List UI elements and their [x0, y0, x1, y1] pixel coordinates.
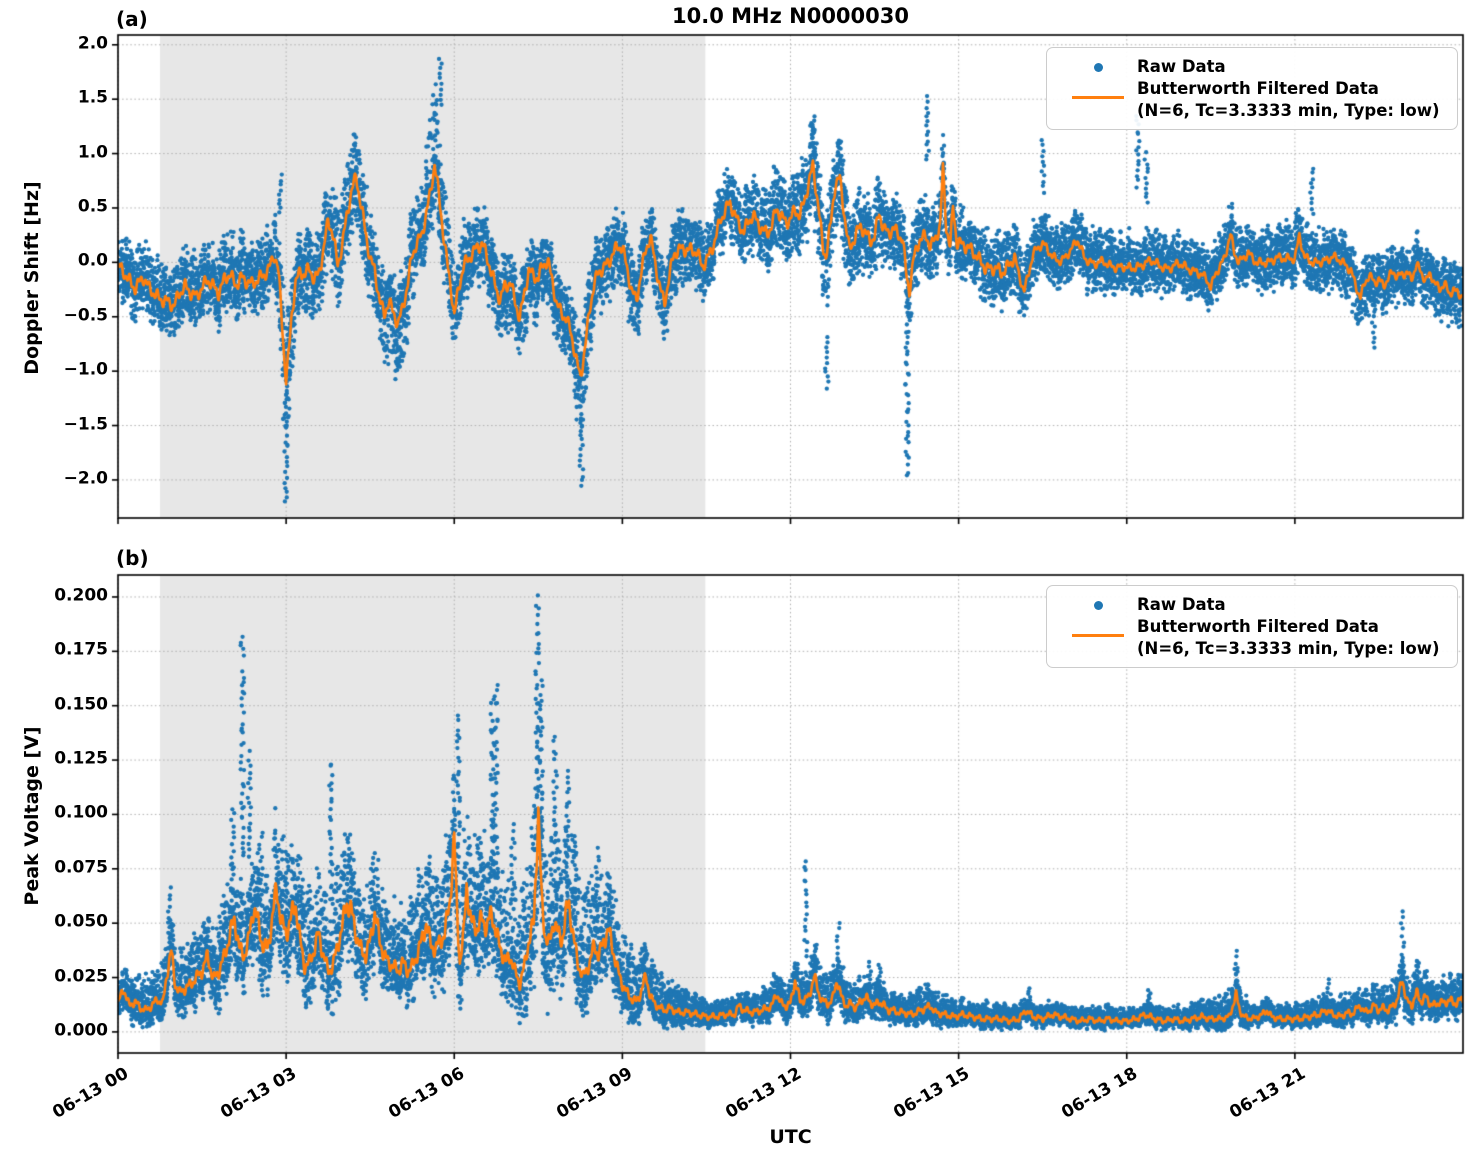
y-tick-label: 0.050: [54, 911, 108, 932]
y-tick-label: 0.0: [77, 250, 108, 271]
raw-data-dot-marker: [1093, 601, 1103, 610]
y-tick-label: 0.125: [54, 748, 108, 769]
legend-entry-raw-data: Raw Data: [1059, 594, 1447, 616]
y-tick-label: 0.075: [54, 857, 108, 878]
legend-filtered-label-line1: Butterworth Filtered Data: [1137, 78, 1379, 98]
y-tick-label: 0.200: [54, 585, 108, 606]
legend-panel-a: Raw Data Butterworth Filtered Data (N=6,…: [1046, 47, 1458, 131]
y-tick-label: −2.0: [63, 468, 108, 489]
legend-filtered-label-line2: (N=6, Tc=3.3333 min, Type: low): [1137, 638, 1440, 658]
y-tick-label: 0.025: [54, 965, 108, 986]
filtered-line-marker: [1072, 95, 1124, 99]
legend-filtered-label-line2: (N=6, Tc=3.3333 min, Type: low): [1137, 100, 1440, 120]
y-tick-label: 0.000: [54, 1020, 108, 1041]
y-tick-label: 0.175: [54, 639, 108, 660]
legend-entry-raw-data: Raw Data: [1059, 56, 1447, 78]
y-tick-label: 1.0: [77, 141, 108, 162]
filtered-line-marker: [1072, 633, 1124, 637]
legend-raw-label: Raw Data: [1137, 595, 1226, 614]
y-tick-label: 0.150: [54, 694, 108, 715]
y-tick-label: 2.0: [77, 33, 108, 54]
y-tick-label: 0.5: [77, 196, 108, 217]
y-tick-label: 1.5: [77, 87, 108, 108]
y-tick-label: −0.5: [63, 305, 108, 326]
figure-title: 10.0 MHz N0000030: [672, 4, 909, 28]
x-axis-label: UTC: [769, 1126, 812, 1148]
legend-filtered-label-line1: Butterworth Filtered Data: [1137, 616, 1379, 636]
y-tick-label: −1.0: [63, 359, 108, 380]
legend-raw-label: Raw Data: [1137, 57, 1226, 76]
legend-entry-filtered-data: Butterworth Filtered Data (N=6, Tc=3.333…: [1059, 616, 1447, 660]
y-tick-label: 0.100: [54, 802, 108, 823]
legend-entry-filtered-data: Butterworth Filtered Data (N=6, Tc=3.333…: [1059, 78, 1447, 122]
panel-b-label: (b): [116, 546, 149, 570]
panel-a-label: (a): [116, 7, 148, 31]
raw-data-dot-marker: [1093, 63, 1103, 72]
legend-panel-b: Raw Data Butterworth Filtered Data (N=6,…: [1046, 585, 1458, 669]
y-tick-label: −1.5: [63, 413, 108, 434]
